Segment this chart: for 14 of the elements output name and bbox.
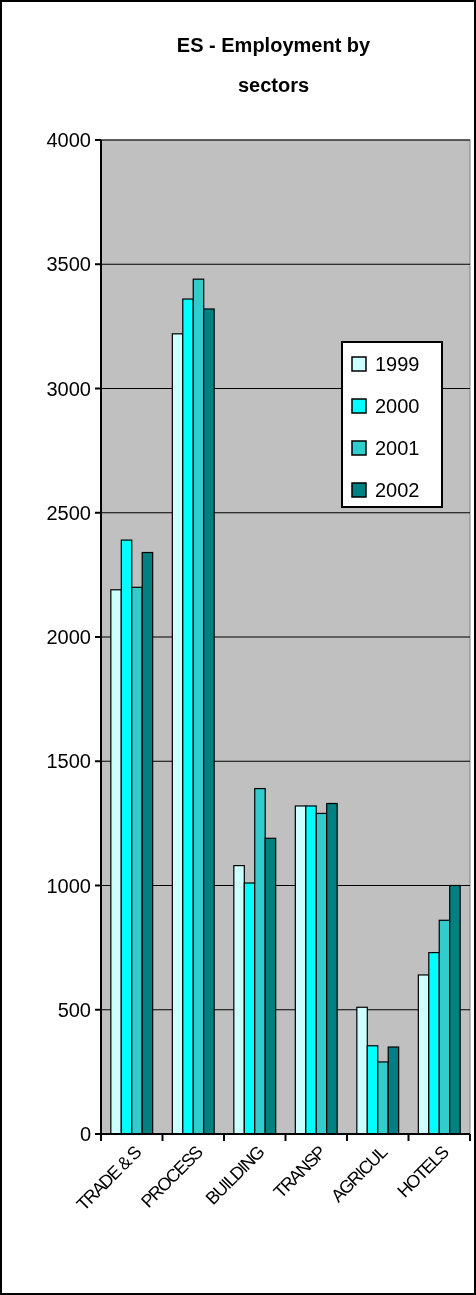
y-tick-label: 3000 [46,377,91,400]
y-tick-label: 3500 [46,253,91,276]
legend-label: 1999 [375,353,420,375]
chart-title: ES - Employment by sectors [176,34,372,96]
y-tick-label: 2500 [46,501,91,524]
legend-label: 2002 [375,479,420,501]
y-tick-label: 1000 [46,874,91,897]
y-tick-label: 1500 [46,750,91,773]
legend-label: 2000 [375,395,420,417]
y-tick-label: 500 [57,998,91,1021]
y-tick-label: 4000 [46,129,91,151]
y-tick-label: 2000 [46,626,91,648]
legend-label: 2001 [375,437,420,459]
y-tick-label: 0 [79,1123,91,1145]
